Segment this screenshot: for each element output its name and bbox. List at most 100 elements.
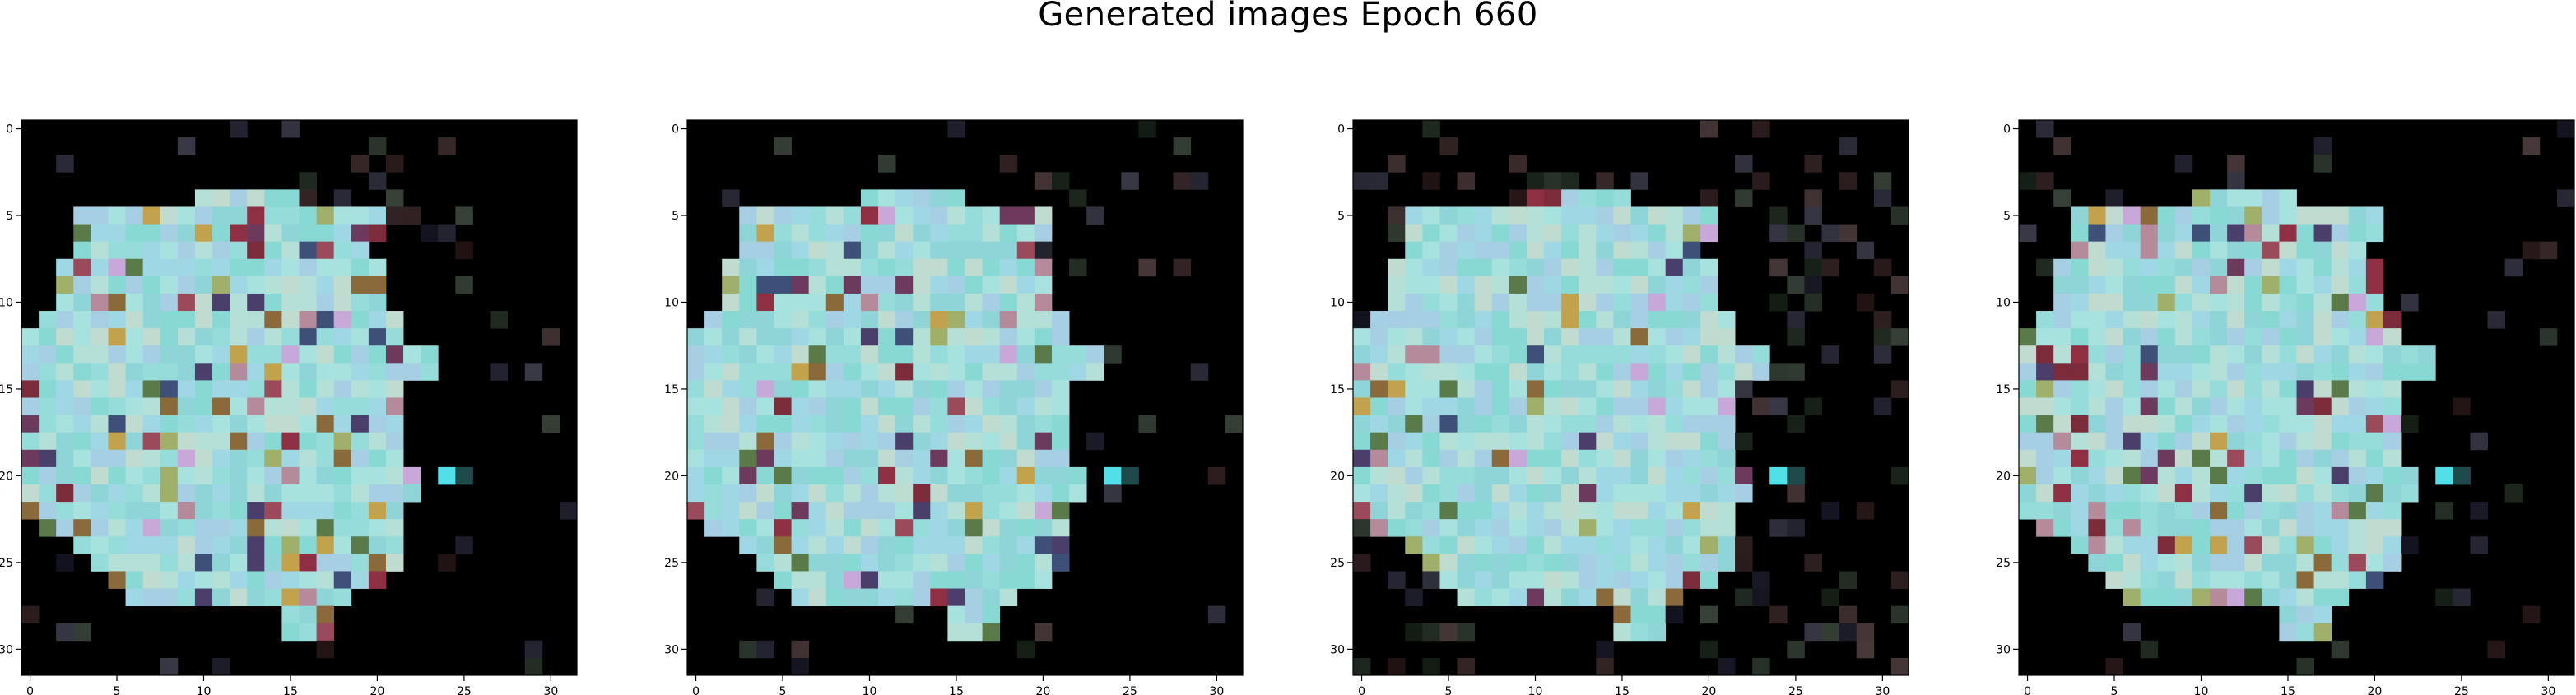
- pixel-cell: [2123, 519, 2141, 537]
- pixel-cell: [947, 328, 965, 346]
- pixel-cell: [125, 502, 144, 520]
- pixel-cell: [895, 466, 914, 485]
- pixel-cell: [1613, 363, 1631, 381]
- pixel-cell: [982, 432, 1001, 451]
- pixel-cell: [739, 276, 757, 294]
- pixel-cell: [1735, 189, 1753, 207]
- pixel-cell: [1439, 311, 1458, 329]
- pixel-cell: [316, 554, 335, 572]
- pixel-cell: [1544, 311, 1562, 329]
- pixel-cell: [1439, 224, 1458, 243]
- pixel-cell: [316, 328, 335, 346]
- pixel-cell: [212, 189, 230, 207]
- pixel-cell: [212, 657, 230, 676]
- pixel-cell: [333, 432, 352, 451]
- pixel-cell: [194, 397, 213, 415]
- pixel-cell: [1579, 432, 1597, 451]
- pixel-cell: [1353, 519, 1371, 537]
- pixel-cell: [2174, 397, 2193, 415]
- pixel-cell: [1370, 345, 1388, 364]
- pixel-cell: [194, 241, 213, 260]
- pixel-cell: [2088, 536, 2106, 554]
- pixel-cell: [1700, 415, 1718, 433]
- pixel-cell: [56, 415, 74, 433]
- pixel-cell: [2088, 449, 2106, 468]
- pixel-cell: [2262, 206, 2280, 225]
- pixel-cell: [2227, 206, 2245, 225]
- pixel-cell: [913, 241, 931, 260]
- pixel-cell: [2140, 293, 2159, 312]
- pixel-cell: [1596, 657, 1614, 676]
- pixel-cell: [247, 224, 265, 243]
- pixel-cell: [1596, 224, 1614, 243]
- pixel-cell: [913, 224, 931, 243]
- pixel-cell: [1596, 276, 1614, 294]
- pixel-cell: [125, 519, 144, 537]
- pixel-cell: [965, 484, 983, 503]
- pixel-cell: [125, 293, 144, 312]
- pixel-cell: [895, 380, 914, 398]
- pixel-cell: [1561, 554, 1579, 572]
- pixel-cell: [1353, 554, 1371, 572]
- pixel-cell: [999, 588, 1018, 607]
- pixel-cell: [247, 258, 265, 277]
- pixel-cell: [1613, 605, 1631, 624]
- pixel-cell: [1561, 311, 1579, 329]
- pixel-cell: [264, 258, 282, 277]
- x-tick-label: 10: [1528, 685, 1543, 695]
- pixel-cell: [982, 363, 1001, 381]
- pixel-cell: [108, 363, 126, 381]
- pixel-cell: [1491, 588, 1510, 607]
- pixel-cell: [2053, 345, 2071, 364]
- pixel-cell: [1596, 345, 1614, 364]
- pixel-cell: [2140, 588, 2159, 607]
- pixel-cell: [368, 519, 387, 537]
- pixel-cell: [913, 345, 931, 364]
- pixel-cell: [2192, 554, 2211, 572]
- pixel-cell: [1579, 449, 1597, 468]
- pixel-cell: [930, 588, 948, 607]
- pixel-cell: [1491, 519, 1510, 537]
- pixel-cell: [2088, 258, 2106, 277]
- pixel-cell: [1034, 415, 1053, 433]
- pixel-cell: [1405, 258, 1423, 277]
- pixel-cell: [947, 466, 965, 485]
- pixel-cell: [722, 415, 740, 433]
- pixel-cell: [2244, 380, 2262, 398]
- y-tick-label: 5: [1337, 210, 1345, 223]
- pixel-cell: [999, 449, 1018, 468]
- pixel-cell: [299, 224, 317, 243]
- pixel-cell: [1648, 311, 1667, 329]
- pixel-cell: [177, 380, 196, 398]
- pixel-cell: [2522, 137, 2541, 155]
- pixel-cell: [2365, 449, 2384, 468]
- pixel-cell: [2019, 328, 2037, 346]
- pixel-cell: [194, 206, 213, 225]
- pixel-cell: [2383, 466, 2402, 485]
- pixel-cell: [2036, 258, 2054, 277]
- pixel-cell: [913, 571, 931, 589]
- pixel-cell: [1700, 206, 1718, 225]
- pixel-cell: [1405, 588, 1423, 607]
- pixel-cell: [2262, 554, 2280, 572]
- pixel-cell: [368, 432, 387, 451]
- pixel-cell: [1439, 466, 1458, 485]
- pixel-cell: [1890, 206, 1909, 225]
- pixel-cell: [2019, 345, 2037, 364]
- y-tick-label: 30: [0, 643, 13, 656]
- pixel-cell: [930, 466, 948, 485]
- pixel-cell: [56, 484, 74, 503]
- pixel-cell: [704, 363, 723, 381]
- pixel-cell: [2227, 432, 2245, 451]
- pixel-cell: [1457, 224, 1476, 243]
- pixel-cell: [1596, 241, 1614, 260]
- pixel-cell: [774, 276, 792, 294]
- pixel-cell: [1544, 571, 1562, 589]
- pixel-cell: [999, 363, 1018, 381]
- pixel-cell: [56, 502, 74, 520]
- pixel-cell: [2227, 397, 2245, 415]
- pixel-cell: [299, 293, 317, 312]
- pixel-cell: [860, 241, 879, 260]
- pixel-cell: [1491, 554, 1510, 572]
- pixel-cell: [1596, 328, 1614, 346]
